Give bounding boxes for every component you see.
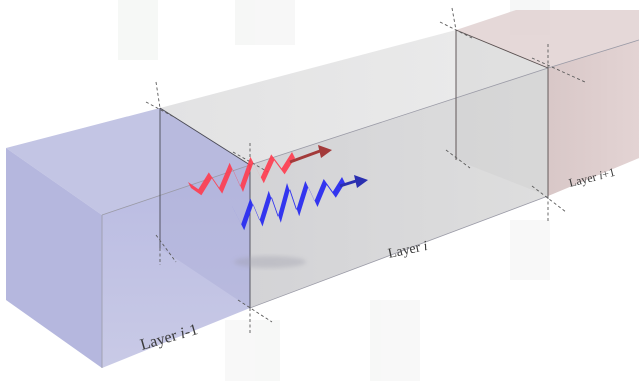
dashed-guides [145, 7, 586, 335]
red-wave [188, 145, 332, 196]
wave-shadow [234, 256, 306, 268]
blue-arrow-icon [354, 175, 368, 188]
blue-wave [232, 175, 368, 231]
layer-middle-label: Layer i [387, 239, 429, 262]
background-ghosts [118, 0, 550, 381]
red-arrow-icon [318, 145, 332, 158]
layer-left-box [6, 108, 251, 368]
layer-right-label: Layer i+1 [567, 165, 616, 190]
